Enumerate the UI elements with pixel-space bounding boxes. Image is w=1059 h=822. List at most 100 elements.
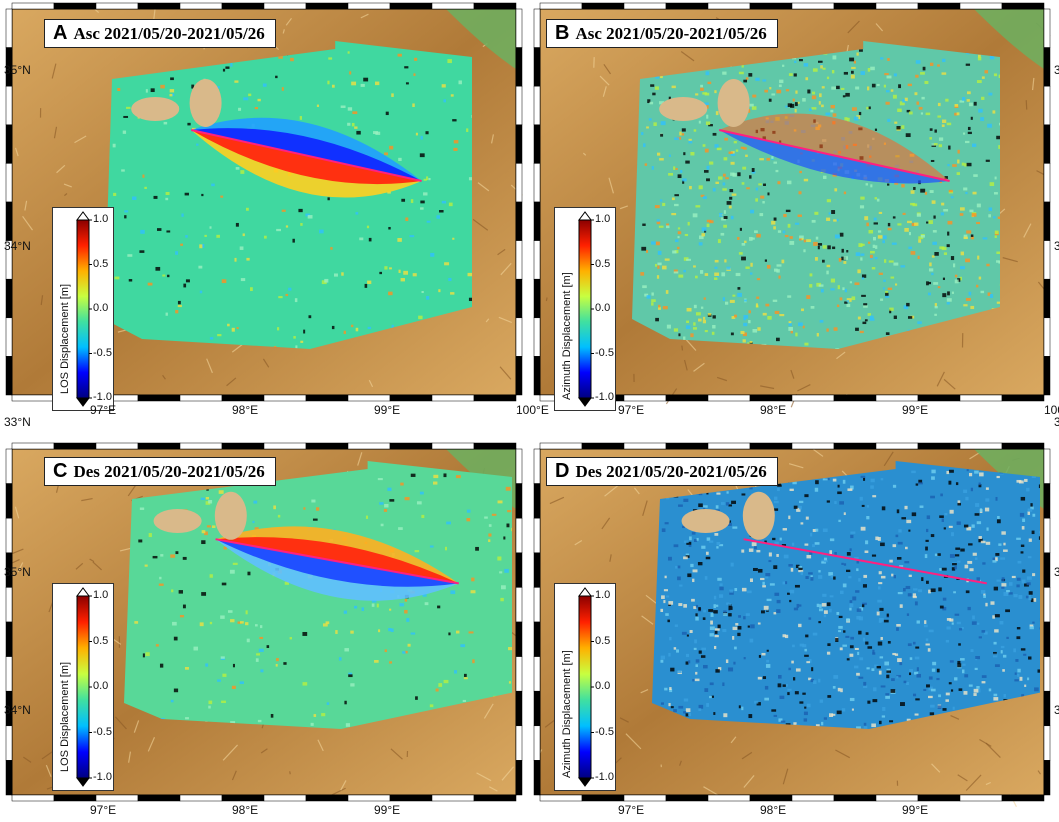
speckle [217, 334, 222, 337]
speckle [685, 661, 689, 665]
speckle [917, 321, 922, 324]
speckle [647, 99, 651, 104]
speckle [846, 250, 849, 253]
frame-segment [347, 442, 391, 450]
speckle [511, 527, 512, 532]
speckle [708, 124, 713, 127]
speckle [724, 259, 727, 263]
speckle [838, 519, 841, 523]
speckle [849, 653, 854, 657]
lake [131, 97, 180, 121]
ridge-line [74, 135, 87, 144]
speckle [858, 616, 864, 621]
speckle [349, 71, 352, 75]
speckle [851, 66, 856, 69]
speckle [756, 278, 761, 281]
speckle [755, 198, 758, 202]
speckle [860, 71, 865, 75]
speckle [134, 621, 139, 624]
speckle [651, 302, 654, 306]
speckle [443, 473, 447, 478]
speckle [728, 667, 734, 672]
speckle [665, 613, 669, 616]
speckle [884, 259, 887, 263]
frame-segment [221, 2, 265, 10]
speckle [826, 328, 829, 332]
speckle [293, 336, 296, 339]
rupture-trace [718, 129, 950, 182]
speckle [726, 266, 731, 270]
speckle [811, 107, 817, 110]
speckle [351, 122, 355, 127]
speckle [773, 217, 777, 221]
speckle [380, 523, 384, 527]
speckle [981, 675, 987, 678]
speckle [835, 638, 839, 642]
speckle [775, 169, 779, 173]
speckle [706, 165, 710, 170]
speckle [985, 159, 990, 162]
speckle [993, 192, 998, 195]
speckle [961, 626, 964, 630]
speckle [390, 628, 394, 633]
frame-segment [11, 2, 55, 10]
frame-segment [1043, 163, 1051, 203]
speckle [692, 213, 698, 218]
speckle [936, 668, 940, 673]
ridge-line [645, 594, 658, 605]
speckle [1037, 669, 1040, 673]
frame-segment [5, 621, 13, 657]
speckle [852, 596, 857, 601]
speckle [331, 325, 335, 330]
speckle [383, 509, 388, 512]
speckle [954, 274, 958, 278]
speckle [854, 556, 859, 561]
speckle [874, 197, 877, 200]
speckle [964, 163, 967, 167]
y-tick-label: 34°N [1054, 703, 1059, 717]
speckle [924, 554, 928, 559]
speckle [767, 192, 770, 196]
panel-letter: A [53, 22, 68, 44]
speckle [716, 492, 721, 495]
speckle [258, 648, 264, 652]
speckle [450, 94, 454, 97]
speckle [904, 505, 908, 510]
speckle [248, 93, 252, 97]
speckle [316, 507, 320, 511]
speckle [915, 483, 919, 486]
frame-segment [707, 442, 751, 450]
speckle [709, 626, 715, 630]
speckle [842, 583, 847, 588]
ridge-line [979, 739, 992, 747]
speckle [742, 332, 747, 337]
speckle [1024, 684, 1027, 687]
ridge-line [602, 86, 607, 97]
speckle [882, 235, 887, 240]
speckle [980, 117, 985, 122]
speckle [885, 292, 889, 297]
speckle [716, 490, 720, 494]
frame-segment [1043, 201, 1051, 241]
ridge-line [94, 8, 100, 14]
speckle [435, 688, 439, 692]
speckle [873, 217, 877, 221]
speckle [450, 292, 455, 295]
speckle [846, 569, 851, 573]
speckle [934, 313, 937, 316]
ridge-line [476, 772, 492, 782]
speckle [714, 630, 718, 634]
speckle [649, 101, 654, 105]
speckle [698, 242, 703, 246]
ridge-line [545, 297, 548, 302]
speckle [970, 305, 975, 310]
speckle [714, 635, 719, 638]
speckle [893, 315, 897, 319]
speckle [472, 659, 475, 664]
speckle [951, 532, 954, 537]
colorbar-bottom-arrow [76, 777, 90, 787]
speckle [846, 300, 850, 303]
ridge-line [741, 751, 753, 760]
ridge-line [693, 362, 705, 372]
speckle [787, 592, 790, 595]
